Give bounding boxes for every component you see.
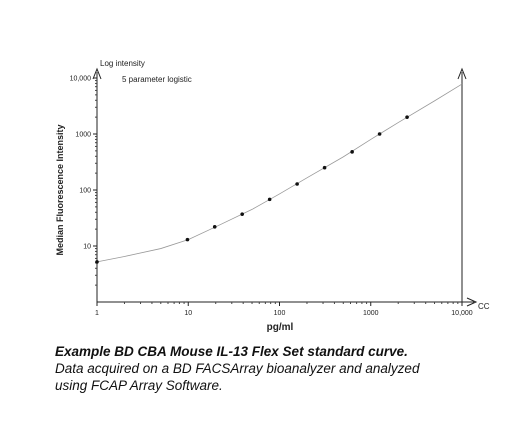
x-tick-label: 1000 bbox=[363, 310, 379, 317]
chart: Log intensity 5 parameter logistic Media… bbox=[55, 59, 490, 333]
caption-title: Example BD CBA Mouse IL-13 Flex Set stan… bbox=[55, 344, 408, 359]
chart-subtitle: 5 parameter logistic bbox=[122, 75, 192, 84]
caption: Example BD CBA Mouse IL-13 Flex Set stan… bbox=[55, 343, 495, 394]
data-point bbox=[185, 237, 190, 242]
caption-line: using FCAP Array Software. bbox=[55, 378, 223, 393]
right-axis-arrow bbox=[457, 67, 467, 80]
x-tick-label: 100 bbox=[274, 310, 286, 317]
x-axis-end-label: CC bbox=[478, 302, 490, 311]
data-point bbox=[405, 115, 409, 119]
chart-title: Log intensity bbox=[100, 59, 145, 68]
x-axis-arrow bbox=[466, 297, 478, 307]
y-axis-arrow bbox=[92, 67, 102, 80]
data-point bbox=[295, 182, 299, 186]
data-point bbox=[212, 225, 217, 229]
y-tick-label: 1000 bbox=[75, 132, 91, 139]
y-tick-label: 10,000 bbox=[70, 76, 92, 83]
y-tick-label: 100 bbox=[79, 188, 91, 195]
data-point bbox=[350, 150, 354, 154]
caption-line: Data acquired on a BD FACSArray bioanaly… bbox=[55, 361, 420, 376]
y-axis-label: Median Fluorescence Intensity bbox=[55, 124, 65, 255]
x-tick-label: 1 bbox=[95, 310, 99, 317]
data-point bbox=[267, 197, 272, 202]
x-tick-label: 10,000 bbox=[451, 310, 473, 317]
fit-curve bbox=[96, 83, 463, 263]
x-axis-label: pg/ml bbox=[267, 322, 294, 333]
y-tick-label: 10 bbox=[83, 244, 91, 251]
data-point bbox=[377, 132, 382, 136]
x-tick-label: 10 bbox=[184, 310, 192, 317]
data-point bbox=[240, 212, 244, 216]
data-point bbox=[322, 165, 327, 170]
data-point bbox=[95, 260, 99, 264]
